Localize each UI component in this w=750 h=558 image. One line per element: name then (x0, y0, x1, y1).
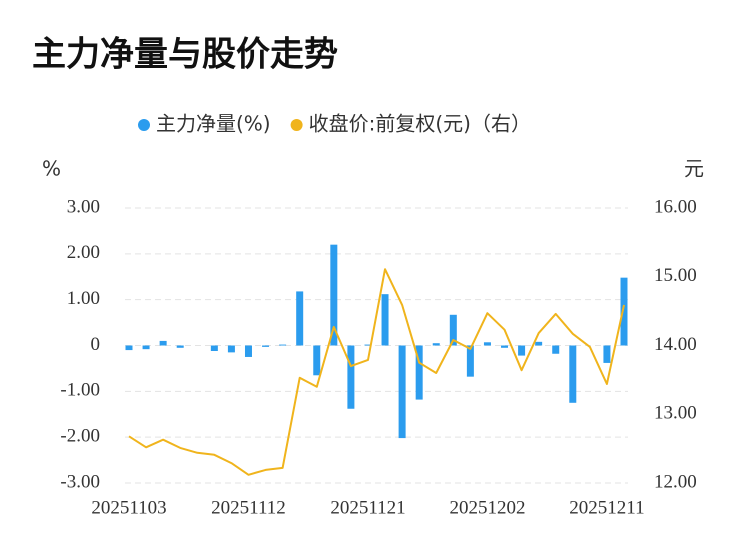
bar (125, 345, 133, 351)
x-tick-label: 20251121 (330, 497, 405, 518)
bar (415, 345, 423, 400)
y-tick-label: -1.00 (60, 380, 100, 401)
y-tick-label: -3.00 (60, 471, 100, 492)
bar (501, 345, 509, 348)
y2-tick-label: 13.00 (654, 403, 697, 424)
x-tick-label: 20251103 (91, 497, 166, 518)
bar (483, 342, 491, 346)
legend-marker (290, 119, 303, 131)
legend-marker (138, 119, 150, 131)
bar (330, 244, 338, 346)
bar (535, 341, 543, 346)
line (128, 268, 625, 476)
bar (364, 344, 372, 346)
y-tick-label: 0 (91, 334, 101, 355)
chart-title: 主力净量与股价走势 (32, 35, 338, 75)
y2-tick-label: 16.00 (654, 196, 697, 217)
y2-tick-label: 12.00 (654, 471, 697, 492)
bar (603, 345, 611, 363)
bar (142, 345, 150, 350)
bar (381, 294, 389, 346)
bar (347, 345, 355, 409)
bar (620, 277, 628, 346)
bar (227, 345, 235, 353)
x-tick-label: 20251202 (449, 497, 525, 518)
bar (432, 343, 440, 346)
bar (466, 345, 474, 377)
bar (296, 291, 304, 346)
bar (262, 345, 270, 347)
y-tick-label: 1.00 (67, 288, 100, 309)
y-axis-label: % (42, 157, 61, 181)
y-tick-label: 2.00 (67, 242, 100, 263)
bar (159, 340, 167, 346)
x-tick-label: 20251112 (211, 497, 286, 518)
y-tick-label: 3.00 (67, 196, 100, 217)
y2-axis-label: 元 (684, 157, 704, 181)
legend-label: 收盘价:前复权(元)（右） (309, 112, 531, 136)
bar (176, 345, 184, 348)
bar (518, 345, 526, 356)
bar (210, 345, 218, 351)
bar (398, 345, 406, 439)
legend-label: 主力净量(%) (156, 112, 271, 136)
y-tick-label: -2.00 (60, 426, 100, 447)
bar (313, 345, 321, 376)
bar (552, 345, 560, 354)
bar (244, 345, 252, 357)
y2-tick-label: 14.00 (654, 334, 697, 355)
bar (569, 345, 577, 403)
bar (279, 344, 287, 346)
x-tick-label: 20251211 (569, 497, 644, 518)
bar (449, 314, 457, 346)
y2-tick-label: 15.00 (654, 265, 697, 286)
